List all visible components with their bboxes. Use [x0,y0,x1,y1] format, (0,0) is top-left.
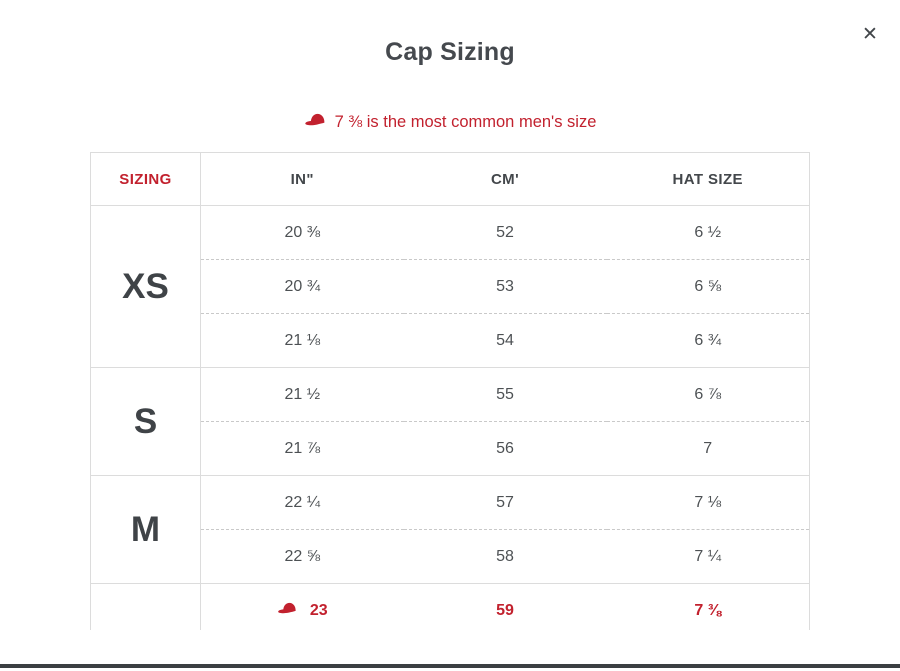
table-row: 21 ⅞ 56 7 [91,421,810,476]
cm-value-cell: 57 [403,475,607,530]
cm-value-cell: 52 [403,205,607,260]
size-group-label-clipped [90,583,201,630]
in-value-cell: 20 ⅜ [200,205,404,260]
table-row: 20 ¾ 53 6 ⅝ [91,259,810,314]
in-value: 23 [309,601,328,619]
cap-icon [304,111,327,133]
size-group-label-s: S [90,367,201,476]
table-row: 21 ⅛ 54 6 ¾ [91,313,810,368]
table-row-highlighted: 23 59 7 ⅜ [90,583,810,631]
in-value-cell: 21 ⅞ [200,421,404,476]
header-cm: CM' [403,152,607,206]
modal-title: Cap Sizing [385,38,515,66]
sizing-table-container: SIZING IN" CM' HAT SIZE XS 20 ⅜ 52 6 ½ 2… [90,152,810,630]
header-inches: IN" [200,152,404,206]
hat-size-value-cell: 6 ¾ [606,313,810,368]
hat-size-value-cell: 7 ¼ [606,529,810,584]
cm-value-cell: 53 [403,259,607,314]
in-value-cell: 22 ⅝ [200,529,404,584]
header-sizing: SIZING [90,152,201,206]
cm-value-cell: 58 [403,529,607,584]
bottom-bar [0,664,900,668]
hat-size-value-cell: 7 ⅜ [694,601,722,619]
close-icon[interactable]: ✕ [856,20,884,48]
in-value-cell: 23 [201,584,404,631]
cm-value-cell: 55 [403,367,607,422]
note-text: 7 ⅜ is the most common men's size [334,113,597,131]
table-row: 22 ⅝ 58 7 ¼ [91,529,810,584]
hat-size-value-cell: 7 [606,421,810,476]
header-hat-size: HAT SIZE [606,152,810,206]
in-value-cell: 21 ½ [200,367,404,422]
table-row: S 21 ½ 55 6 ⅞ [90,367,810,476]
table-row: XS 20 ⅜ 52 6 ½ [90,205,810,368]
in-value-cell: 21 ⅛ [200,313,404,368]
header-row: SIZING IN" CM' HAT SIZE [90,152,810,206]
hat-size-value-cell: 6 ½ [606,205,810,260]
in-value-cell: 20 ¾ [200,259,404,314]
size-group-label-m: M [90,475,201,584]
table-row: M 22 ¼ 57 7 ⅛ [90,475,810,584]
cap-icon [277,601,298,620]
hat-size-value-cell: 6 ⅞ [606,367,810,422]
in-value-cell: 22 ¼ [200,475,404,530]
size-group-label-xs: XS [90,205,201,368]
sizing-table: SIZING IN" CM' HAT SIZE XS 20 ⅜ 52 6 ½ 2… [90,152,810,630]
hat-size-value-cell: 6 ⅝ [606,259,810,314]
common-size-note: 7 ⅜ is the most common men's size [0,111,900,133]
cm-value-cell: 56 [403,421,607,476]
hat-size-value-cell: 7 ⅛ [606,475,810,530]
cm-value-cell: 54 [403,313,607,368]
cm-value-cell: 59 [496,601,514,619]
